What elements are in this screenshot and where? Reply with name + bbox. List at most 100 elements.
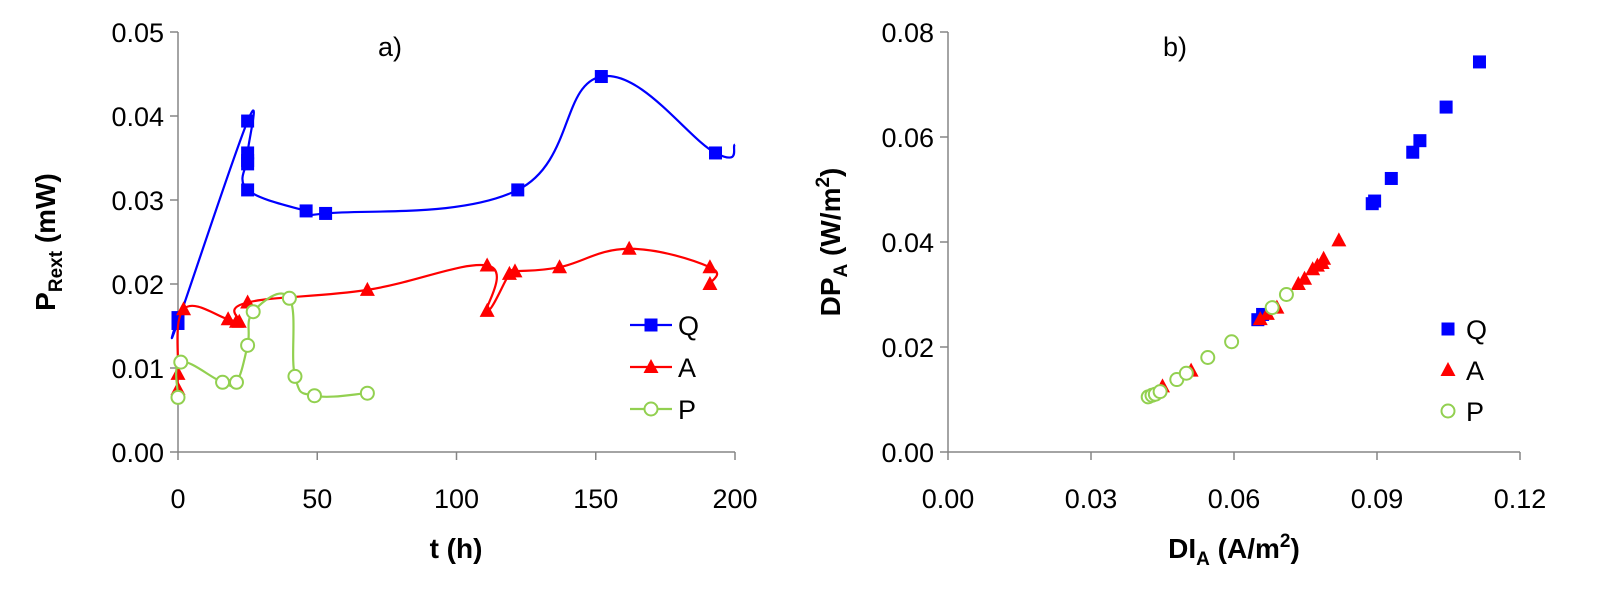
y-tick-label: 0.00 bbox=[111, 438, 164, 468]
series-a-point bbox=[1297, 270, 1313, 285]
panel-a-y-title-sub: Rext bbox=[46, 250, 67, 292]
series-q-point bbox=[299, 204, 313, 218]
series-q-point bbox=[594, 70, 608, 84]
y-tick-label: 0.04 bbox=[111, 102, 164, 132]
legend-marker-p bbox=[1440, 403, 1456, 419]
panel-a-chart: a) t (h) PRext (mW) 0.000.010.020.030.04… bbox=[30, 18, 758, 564]
panel-a-x-ticks: 0 50 100 150 200 bbox=[170, 452, 758, 514]
series-p-point bbox=[1224, 334, 1240, 350]
y-tick-label: 0.06 bbox=[881, 123, 934, 153]
series-q-line bbox=[170, 75, 736, 340]
series-p-point bbox=[1178, 365, 1194, 381]
x-tick-label: 0.00 bbox=[922, 484, 975, 514]
series-a-point bbox=[359, 281, 375, 296]
series-a-point bbox=[170, 365, 186, 380]
panel-b-series bbox=[1140, 55, 1486, 405]
panel-a-label: a) bbox=[378, 32, 402, 62]
x-tick-label: 50 bbox=[302, 484, 332, 514]
panel-a-x-axis-title: t (h) bbox=[430, 533, 483, 564]
legend-marker-a bbox=[643, 359, 659, 373]
series-p-line bbox=[175, 292, 368, 398]
series-p-point bbox=[287, 368, 303, 384]
x-tick-label: 0.06 bbox=[1208, 484, 1261, 514]
series-a-point bbox=[479, 302, 495, 317]
y-tick-label: 0.02 bbox=[881, 333, 934, 363]
series-p-point bbox=[1278, 287, 1294, 302]
y-tick-label: 0.03 bbox=[111, 186, 164, 216]
series-q-point bbox=[319, 206, 333, 220]
legend-item-p: P bbox=[630, 395, 696, 425]
series-p bbox=[170, 290, 375, 405]
series-a-point bbox=[1331, 232, 1347, 247]
series-q-point bbox=[241, 114, 255, 128]
legend-label-q: Q bbox=[1466, 315, 1487, 345]
x-tick-label: 0.09 bbox=[1351, 484, 1404, 514]
legend-label-p: P bbox=[1466, 397, 1484, 427]
panel-b-y-axis-title: DPA (W/m2) bbox=[813, 168, 852, 317]
series-a-point bbox=[552, 259, 568, 274]
panel-b-x-ticks: 0.00 0.03 0.06 0.09 0.12 bbox=[922, 452, 1547, 514]
series-p-point bbox=[245, 304, 261, 320]
panel-b-y-title-end: ) bbox=[815, 168, 846, 177]
panel-a-y-axis-title: PRext (mW) bbox=[30, 173, 67, 311]
series-q-point bbox=[1413, 134, 1427, 148]
x-tick-label: 200 bbox=[712, 484, 757, 514]
legend-item-a: A bbox=[630, 353, 696, 383]
series-a-point bbox=[479, 257, 495, 272]
panel-b-x-title-sub: A bbox=[1196, 549, 1210, 570]
series-p-point bbox=[306, 388, 322, 404]
series-q-point bbox=[1384, 171, 1398, 185]
y-tick-label: 0.05 bbox=[111, 18, 164, 48]
panel-b-y-title-sup: 2 bbox=[813, 177, 834, 188]
series-q bbox=[170, 70, 736, 340]
series-q-point bbox=[1439, 100, 1453, 114]
series-a-point bbox=[507, 263, 523, 278]
legend-label-p: P bbox=[678, 395, 696, 425]
x-tick-label: 150 bbox=[573, 484, 618, 514]
legend-marker-p bbox=[643, 401, 659, 417]
x-tick-label: 0.12 bbox=[1494, 484, 1547, 514]
series-p-point bbox=[173, 354, 189, 370]
series-a-point bbox=[1252, 311, 1268, 326]
series-a-point bbox=[176, 301, 192, 316]
panel-b-chart: b) DIA (A/m2) DPA (W/m2) 0.000.020.040.0… bbox=[813, 18, 1546, 570]
panel-b-y-title-main: DP bbox=[815, 277, 846, 316]
series-q-point bbox=[1472, 55, 1486, 69]
series-q bbox=[1251, 55, 1486, 327]
x-tick-label: 100 bbox=[434, 484, 479, 514]
series-a-point bbox=[702, 276, 718, 290]
panel-b-legend: QAP bbox=[1440, 315, 1487, 427]
panel-b-x-title-end: ) bbox=[1290, 533, 1299, 564]
panel-b-x-axis-title: DIA (A/m2) bbox=[1168, 531, 1300, 570]
legend-label-q: Q bbox=[678, 311, 699, 341]
legend-label-a: A bbox=[678, 353, 696, 383]
series-a-point bbox=[1316, 250, 1332, 265]
panel-b-y-title-tail: (W/m bbox=[815, 188, 846, 264]
panel-b-y-title-sub: A bbox=[831, 263, 852, 277]
legend-marker-q bbox=[1441, 322, 1455, 336]
panel-b-y-ticks: 0.00 0.02 0.04 0.06 0.08 bbox=[881, 18, 948, 468]
series-q-point bbox=[1368, 194, 1382, 208]
series-q-point bbox=[511, 183, 525, 197]
panel-a-y-title-tail: (mW) bbox=[30, 173, 61, 251]
series-p-point bbox=[170, 389, 186, 405]
y-tick-label: 0.01 bbox=[111, 354, 164, 384]
series-p-point bbox=[1200, 350, 1216, 365]
y-tick-label: 0.02 bbox=[111, 270, 164, 300]
series-q-point bbox=[241, 154, 255, 168]
legend-marker-a bbox=[1440, 362, 1456, 376]
x-tick-label: 0.03 bbox=[1065, 484, 1118, 514]
series-a-point bbox=[621, 240, 637, 255]
y-tick-label: 0.04 bbox=[881, 228, 934, 258]
panel-b-x-title-tail: (A/m bbox=[1210, 533, 1280, 564]
legend-item-q: Q bbox=[1441, 315, 1487, 345]
panel-a-series bbox=[170, 70, 736, 405]
series-q-point bbox=[1406, 145, 1420, 159]
series-p bbox=[1140, 287, 1294, 405]
panel-a-y-ticks: 0.00 0.01 0.02 0.03 0.04 0.05 bbox=[111, 18, 178, 468]
series-p-point bbox=[359, 385, 375, 401]
series-p-point bbox=[228, 374, 244, 390]
series-p-point bbox=[1152, 384, 1168, 400]
series-q-point bbox=[241, 183, 255, 197]
